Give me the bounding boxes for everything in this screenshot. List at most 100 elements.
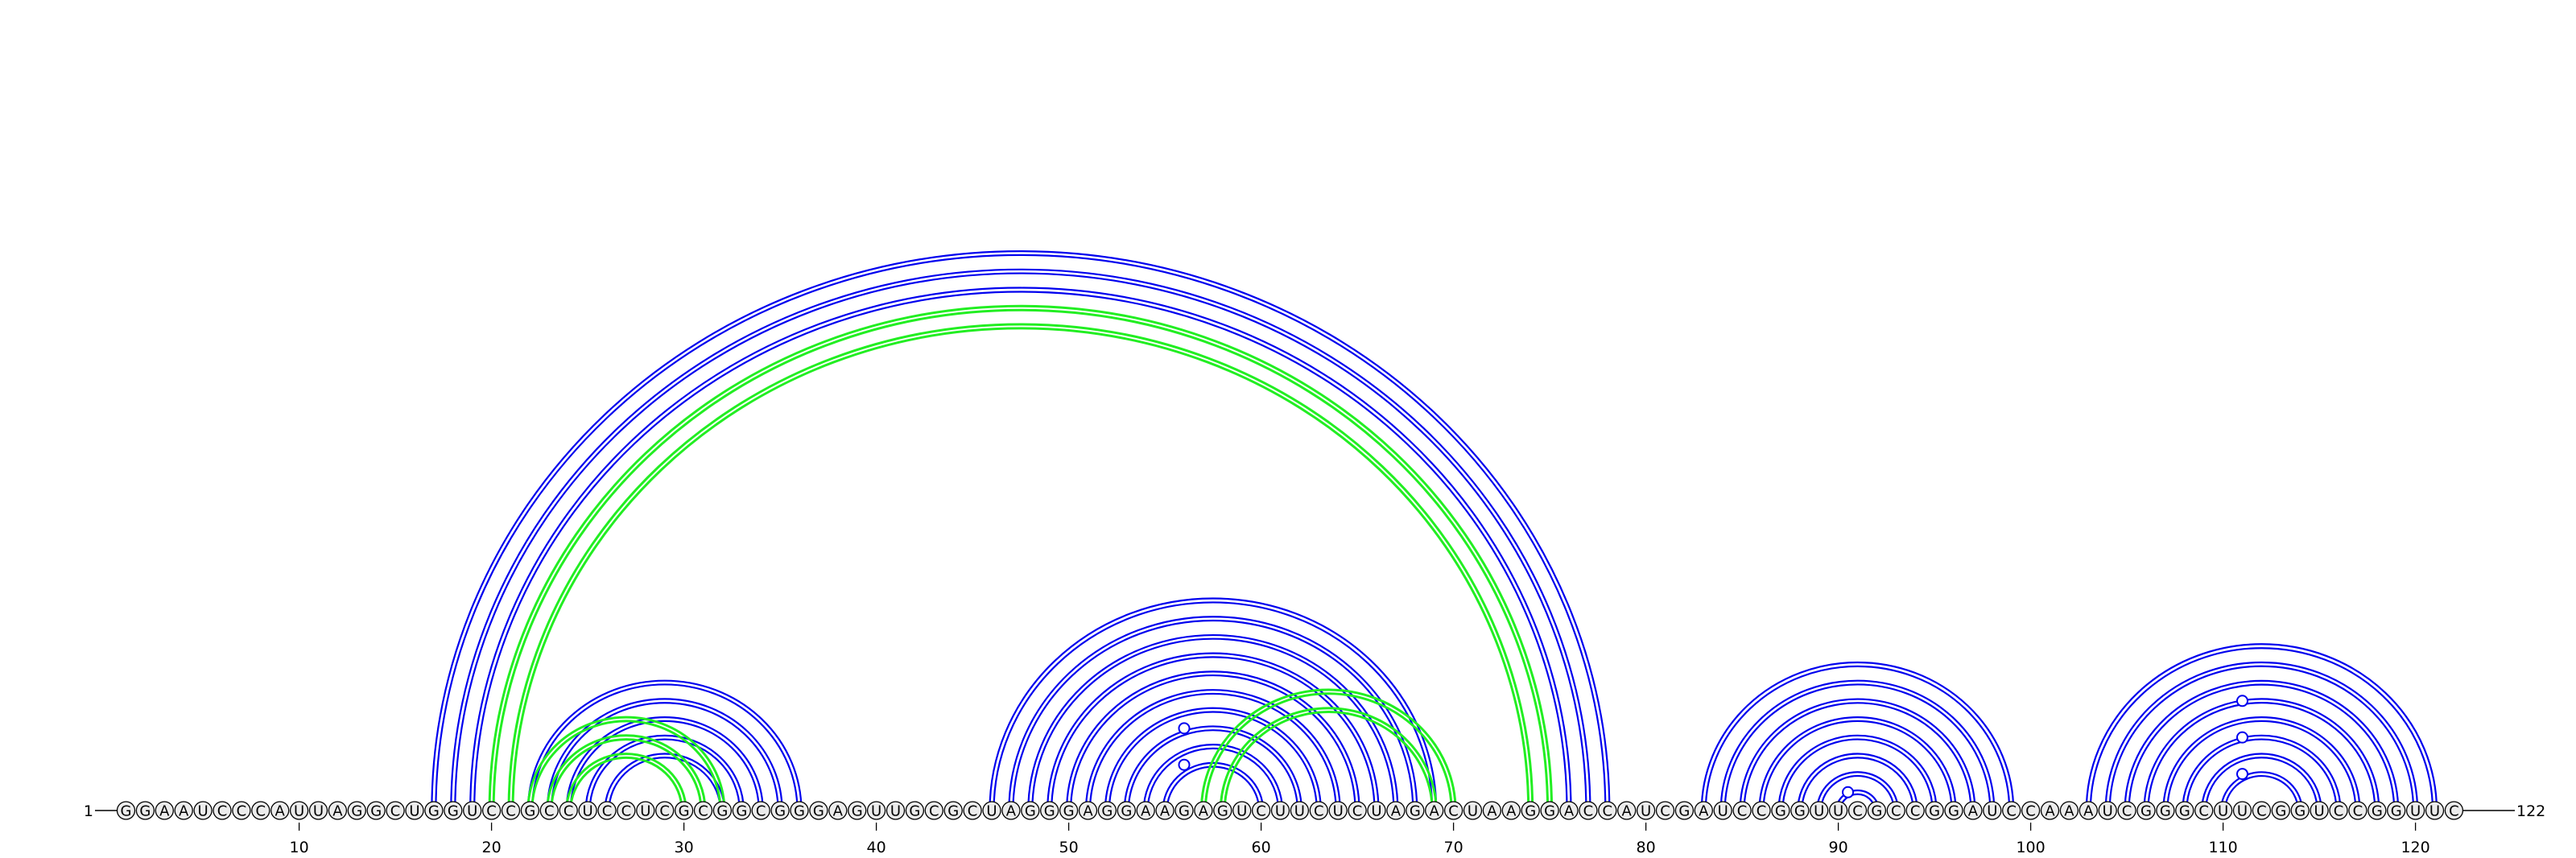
nucleotide-13: G — [347, 801, 366, 820]
nucleotide-circle — [1828, 801, 1848, 820]
nucleotide-7: C — [232, 801, 251, 820]
nucleotide-circle — [1617, 801, 1637, 820]
nucleotide-circle — [2213, 801, 2233, 820]
nucleotide-circle — [2444, 801, 2464, 820]
nucleotide-circle — [578, 801, 597, 820]
nucleotide-letter: G — [139, 803, 151, 820]
pair-arc-49-66-outer — [1046, 652, 1380, 811]
nucleotide-46: U — [982, 801, 1001, 820]
pair-arc-53-62-inner — [1127, 729, 1298, 811]
nucleotide-letter: U — [640, 803, 650, 820]
nucleotide-circle — [2310, 801, 2329, 820]
nucleotide-letter: C — [1737, 803, 1748, 820]
nucleotide-circle — [1886, 801, 1905, 820]
nucleotide-39: G — [848, 801, 867, 820]
nucleotide-letter: U — [890, 803, 901, 820]
nucleotide-102: A — [2059, 801, 2079, 820]
pair-arc-109-115-outer — [2201, 753, 2322, 811]
nucleotide-circle — [1752, 801, 1771, 820]
nucleotide-circle — [2194, 801, 2214, 820]
nucleotide-circle — [1078, 801, 1098, 820]
nucleotide-42: G — [905, 801, 925, 820]
nucleotide-72: A — [1482, 801, 1502, 820]
nucleotide-8: C — [251, 801, 270, 820]
nucleotide-circle — [1290, 801, 1310, 820]
nucleotide-letter: U — [1468, 803, 1478, 820]
nucleotide-94: C — [1905, 801, 1925, 820]
nucleotide-18: G — [444, 801, 463, 820]
nucleotide-circle — [1521, 801, 1540, 820]
nucleotide-45: C — [963, 801, 982, 820]
nucleotide-circle — [501, 801, 521, 820]
nucleotide-letter: C — [237, 803, 247, 820]
tick-label: 10 — [290, 839, 309, 856]
pair-arc-105-119-inner — [2128, 683, 2396, 811]
nucleotide-circle — [1482, 801, 1502, 820]
nucleotide-circle — [982, 801, 1001, 820]
nucleotide-118: G — [2368, 801, 2387, 820]
nucleotide-circle — [2405, 801, 2425, 820]
nucleotide-1: G — [116, 801, 136, 820]
nucleotide-letter: U — [409, 803, 419, 820]
nucleotide-circle — [1540, 801, 1559, 820]
nucleotide-letter: U — [2429, 803, 2440, 820]
nucleotide-57: A — [1194, 801, 1213, 820]
nucleotide-circle — [2252, 801, 2272, 820]
nucleotide-circle — [1174, 801, 1194, 820]
nucleotide-circle — [424, 801, 444, 820]
pair-arc-17-78-inner — [435, 254, 1607, 811]
nucleotide-circle — [1406, 801, 1425, 820]
nucleotide-circle — [655, 801, 675, 820]
nucleotide-circle — [2232, 801, 2252, 820]
alt-pair-arc-22-32-outer — [526, 716, 726, 811]
nucleotide-letter: C — [1352, 803, 1363, 820]
nucleotide-31: C — [693, 801, 713, 820]
nucleotide-27: C — [617, 801, 636, 820]
nucleotide-circle — [1944, 801, 1963, 820]
nucleotide-9: A — [270, 801, 290, 820]
nucleotide-25: U — [578, 801, 597, 820]
pair-arc-55-60-outer — [1162, 761, 1265, 811]
nucleotide-circle — [770, 801, 790, 820]
nucleotide-circle — [1386, 801, 1406, 820]
nucleotide-circle — [1367, 801, 1386, 820]
pair-arc-106-118-outer — [2143, 698, 2380, 811]
pair-arc-83-99-inner — [1704, 665, 2011, 811]
nucleotide-circle — [1021, 801, 1040, 820]
nucleotide-96: G — [1944, 801, 1963, 820]
tick-label: 80 — [1637, 839, 1656, 856]
nucleotide-letter: G — [947, 803, 959, 820]
nucleotide-circle — [866, 801, 886, 820]
nucleotide-letter: A — [2045, 803, 2055, 820]
nucleotide-letter: A — [1430, 803, 1440, 820]
nucleotide-106: G — [2136, 801, 2156, 820]
nucleotide-23: C — [539, 801, 559, 820]
nucleotide-circle — [559, 801, 578, 820]
nucleotide-letter: C — [968, 803, 978, 820]
nucleotide-letter: C — [544, 803, 555, 820]
alt-pair-arc-58-69-outer — [1219, 707, 1438, 811]
nucleotide-47: A — [1001, 801, 1021, 820]
pair-arc-52-63-inner — [1108, 711, 1318, 811]
nucleotide-letter: G — [2275, 803, 2286, 820]
pair-arc-84-98-outer — [1719, 679, 1996, 811]
pair-arc-46-69-inner — [993, 601, 1434, 811]
nucleotide-letter: G — [774, 803, 786, 820]
alt-pair-arc-58-69-inner — [1223, 711, 1434, 811]
nucleotide-circle — [1598, 801, 1617, 820]
pair-arc-52-63-outer — [1104, 707, 1322, 811]
nucleotide-76: A — [1559, 801, 1579, 820]
nucleotide-circle — [1270, 801, 1290, 820]
nucleotide-58: G — [1213, 801, 1232, 820]
nucleotide-circle — [693, 801, 713, 820]
nucleotide-letter: G — [2391, 803, 2402, 820]
tick-label: 50 — [1059, 839, 1079, 856]
nucleotide-circle — [751, 801, 770, 820]
nucleotide-15: C — [386, 801, 405, 820]
nucleotide-letter: U — [1371, 803, 1381, 820]
nucleotide-77: C — [1579, 801, 1598, 820]
nucleotide-letter: G — [794, 803, 805, 820]
pair-arc-109-115-inner — [2205, 757, 2318, 811]
tick-label: 40 — [867, 839, 886, 856]
